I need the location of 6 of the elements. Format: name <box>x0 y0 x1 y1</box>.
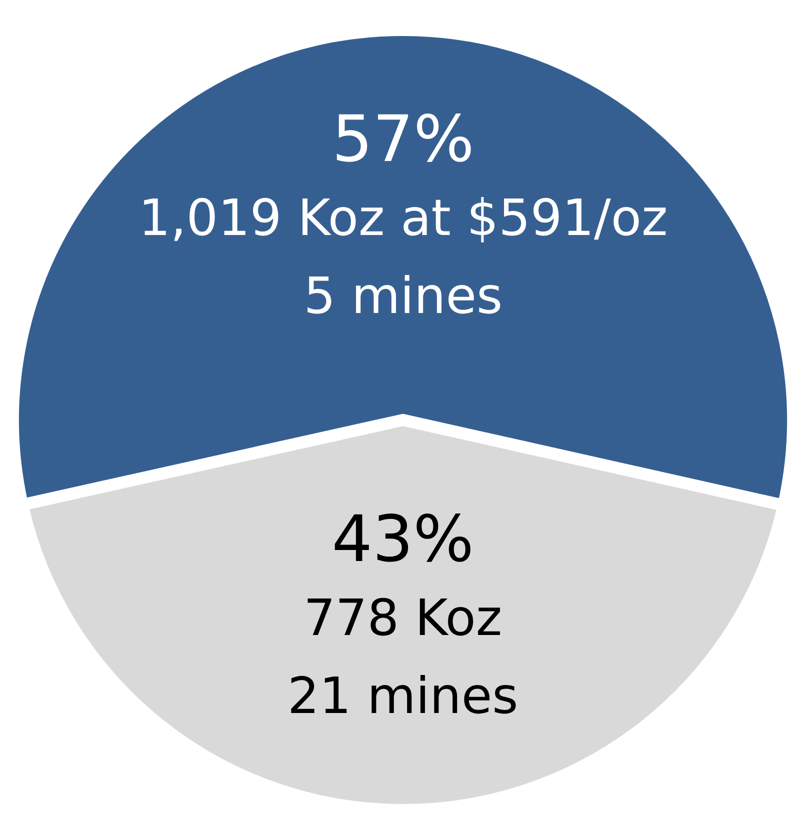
text: 1,019 Koz at $591/oz <box>138 189 668 247</box>
data-label: 43% <box>332 503 474 577</box>
text: 21 mines <box>288 667 518 725</box>
data-label: 57% <box>332 103 474 177</box>
text: 778 Koz <box>304 589 502 647</box>
text: 5 mines <box>304 267 503 325</box>
